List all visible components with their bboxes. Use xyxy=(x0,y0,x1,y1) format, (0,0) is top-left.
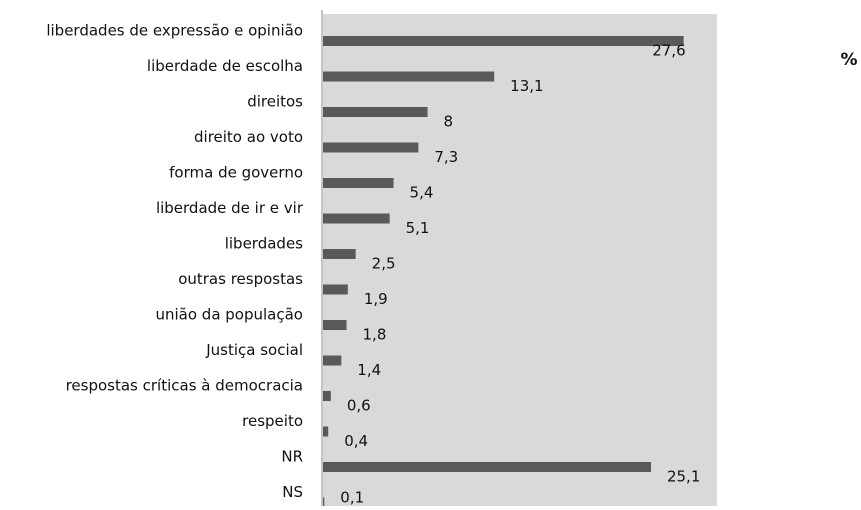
bar xyxy=(323,71,495,82)
value-label: 1,4 xyxy=(357,361,381,379)
category-label: NR xyxy=(281,448,303,466)
bar xyxy=(323,391,331,401)
bar xyxy=(323,284,348,295)
value-label: 5,1 xyxy=(406,219,430,237)
bar xyxy=(323,107,428,117)
bar xyxy=(323,213,390,224)
value-label: 8 xyxy=(444,113,454,131)
value-label: 1,8 xyxy=(363,326,387,344)
bar xyxy=(323,355,342,366)
category-label: liberdade de escolha xyxy=(147,57,303,75)
category-label: direitos xyxy=(247,93,303,111)
category-label: respostas críticas à democracia xyxy=(66,377,303,395)
value-label: 0,6 xyxy=(347,397,371,415)
bar xyxy=(323,178,394,188)
plot-area xyxy=(323,14,717,506)
category-label: outras respostas xyxy=(178,270,303,288)
category-label: direito ao voto xyxy=(194,128,303,146)
category-label: liberdades xyxy=(225,235,303,253)
unit-label: % xyxy=(840,50,857,70)
category-label: forma de governo xyxy=(169,164,303,182)
category-label: Justiça social xyxy=(205,341,303,359)
value-label: 1,9 xyxy=(364,290,388,308)
category-label: união da população xyxy=(155,306,303,324)
value-label: 0,1 xyxy=(340,489,364,507)
category-label: respeito xyxy=(242,412,303,430)
bar xyxy=(323,462,651,472)
value-label: 2,5 xyxy=(372,255,396,273)
category-label: NS xyxy=(282,483,303,501)
value-label: 13,1 xyxy=(510,77,543,95)
bar xyxy=(323,497,325,508)
value-label: 5,4 xyxy=(410,184,434,202)
value-label: 25,1 xyxy=(667,468,700,486)
category-label: liberdade de ir e vir xyxy=(156,199,304,217)
bar xyxy=(323,249,356,259)
bar xyxy=(323,36,684,46)
value-label: 0,4 xyxy=(344,432,368,450)
bar xyxy=(323,142,419,153)
category-label: liberdades de expressão e opinião xyxy=(46,22,303,40)
value-label: 27,6 xyxy=(652,42,685,60)
bar xyxy=(323,320,347,330)
bar xyxy=(323,426,329,437)
value-label: 7,3 xyxy=(434,148,458,166)
